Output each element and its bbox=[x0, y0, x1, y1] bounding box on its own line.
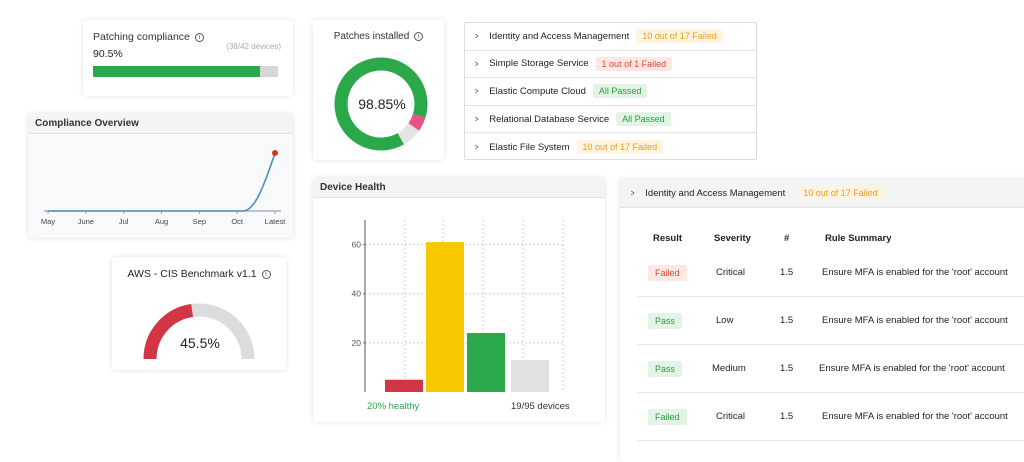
number-cell: 1.5 bbox=[780, 267, 794, 278]
patching-compliance-devices: (38/42 devices) bbox=[226, 42, 281, 51]
service-name: Elastic File System bbox=[489, 141, 570, 153]
chevron-right-icon: > bbox=[630, 188, 635, 198]
donut-slice-pending[interactable] bbox=[397, 122, 420, 145]
compliance-overview-svg: May June Jul Aug Sep Oct Latest bbox=[41, 150, 286, 226]
service-status-badge: All Passed bbox=[616, 112, 671, 127]
result-badge: Pass bbox=[648, 360, 683, 377]
device-health-count: 19/95 devices bbox=[511, 401, 570, 412]
device-health-healthy: 20% healthy bbox=[367, 401, 420, 412]
device-health-title: Device Health bbox=[313, 178, 605, 198]
patching-compliance-percent: 90.5% bbox=[93, 48, 123, 60]
table-row[interactable]: Failed Critical 1.5 Ensure MFA is enabled f… bbox=[637, 393, 1024, 441]
bar[interactable] bbox=[511, 360, 549, 392]
aws-benchmark-card: 45.5% AWS - CIS Benchmark v1.1 i bbox=[112, 257, 286, 370]
compliance-overview-chart: May June Jul Aug Sep Oct Latest bbox=[28, 135, 293, 238]
service-name: Simple Storage Service bbox=[489, 58, 589, 70]
x-tick-label: Latest bbox=[265, 217, 286, 226]
service-name: Relational Database Service bbox=[489, 113, 610, 125]
bar[interactable] bbox=[426, 242, 464, 392]
chevron-right-icon: > bbox=[474, 58, 479, 69]
result-badge: Pass bbox=[648, 312, 683, 329]
series-line bbox=[48, 152, 276, 212]
service-status-badge: 1 out of 1 Failed bbox=[595, 56, 673, 71]
chevron-right-icon: > bbox=[474, 31, 479, 42]
info-icon[interactable]: i bbox=[414, 32, 424, 41]
compliance-overview-title: Compliance Overview bbox=[28, 114, 293, 134]
table-row[interactable]: Failed Critical 1.5 Ensure MFA is enabled f… bbox=[637, 249, 1024, 297]
compliance-overview-card: Compliance Overview May June Jul Aug Sep Oct L… bbox=[28, 114, 293, 238]
result-badge: Failed bbox=[648, 264, 687, 281]
latest-point[interactable] bbox=[272, 150, 278, 156]
service-row[interactable]: > Relational Database Service All Passed bbox=[465, 106, 756, 134]
number-cell: 1.5 bbox=[780, 315, 794, 326]
result-badge: Failed bbox=[648, 408, 687, 425]
chevron-right-icon: > bbox=[474, 86, 479, 97]
summary-cell: Ensure MFA is enabled for the 'root' acc… bbox=[822, 315, 1008, 326]
patches-installed-donut: 98.85% bbox=[334, 57, 428, 151]
chevron-right-icon: > bbox=[474, 142, 479, 153]
service-row[interactable]: > Simple Storage Service 1 out of 1 Failed bbox=[465, 51, 756, 79]
donut-slice-failed[interactable] bbox=[408, 113, 426, 131]
x-tick-label: May bbox=[41, 217, 55, 226]
donut-slice-installed[interactable] bbox=[334, 57, 428, 151]
gauge-value: 45.5% bbox=[180, 335, 220, 351]
number-cell: 1.5 bbox=[780, 411, 794, 422]
service-name: Elastic Compute Cloud bbox=[489, 85, 586, 97]
detail-header[interactable]: > Identity and Access Management 10 out … bbox=[620, 179, 1024, 208]
service-detail-panel: > Identity and Access Management 10 out … bbox=[620, 179, 1024, 462]
service-status-badge: 10 out of 17 Failed bbox=[636, 29, 723, 44]
service-name: Identity and Access Management bbox=[489, 30, 630, 42]
patching-progress-bar bbox=[93, 66, 278, 77]
service-status-badge: All Passed bbox=[592, 84, 648, 99]
severity-cell: Medium bbox=[712, 363, 746, 374]
y-tick-label: 40 bbox=[352, 289, 362, 299]
service-status-badge: 10 out of 17 Failed bbox=[576, 140, 664, 155]
summary-cell: Ensure MFA is enabled for the 'root' acc… bbox=[819, 363, 1005, 374]
patches-installed-card: 98.85% Patches installed i bbox=[313, 20, 444, 160]
x-tick-label: Aug bbox=[155, 217, 168, 226]
device-health-card: Device Health 20 40 60 20% healthy 19/95 d… bbox=[313, 178, 605, 422]
service-row[interactable]: > Identity and Access Management 10 out of… bbox=[465, 23, 756, 51]
info-icon[interactable]: i bbox=[261, 270, 271, 279]
gauge-fill bbox=[143, 304, 194, 360]
column-result: Result bbox=[653, 233, 683, 244]
patching-compliance-title: Patching compliance i bbox=[93, 31, 204, 43]
column-summary: Rule Summary bbox=[825, 233, 892, 244]
x-tick-label: June bbox=[78, 217, 94, 226]
x-tick-label: Sep bbox=[193, 217, 206, 226]
patching-progress-fill bbox=[93, 66, 261, 77]
x-tick-label: Oct bbox=[231, 217, 244, 226]
x-tick-label: Jul bbox=[119, 217, 129, 226]
severity-cell: Critical bbox=[716, 411, 746, 422]
info-icon[interactable]: i bbox=[194, 33, 204, 42]
table-row[interactable]: Pass Low 1.5 Ensure MFA is enabled for the … bbox=[637, 297, 1024, 345]
number-cell: 1.5 bbox=[780, 363, 794, 374]
detail-status-badge: 10 out of 17 Failed bbox=[797, 186, 884, 200]
services-list: > Identity and Access Management 10 out of… bbox=[464, 22, 757, 160]
detail-service-name: Identity and Access Management bbox=[645, 187, 786, 199]
summary-cell: Ensure MFA is enabled for the 'root' acc… bbox=[822, 411, 1008, 422]
service-row[interactable]: > Elastic File System 10 out of 17 Failed bbox=[465, 133, 756, 161]
aws-benchmark-title: AWS - CIS Benchmark v1.1 i bbox=[112, 268, 286, 280]
severity-cell: Low bbox=[716, 315, 734, 326]
table-row[interactable]: Pass Medium 1.5 Ensure MFA is enabled for t… bbox=[637, 345, 1024, 393]
bar[interactable] bbox=[467, 333, 505, 392]
aws-benchmark-gauge: 45.5% bbox=[143, 303, 255, 360]
donut-value: 98.85% bbox=[358, 96, 405, 112]
chevron-right-icon: > bbox=[474, 114, 479, 125]
y-tick-label: 60 bbox=[352, 240, 362, 250]
column-number: # bbox=[784, 233, 790, 244]
summary-cell: Ensure MFA is enabled for the 'root' acc… bbox=[822, 267, 1008, 278]
severity-cell: Critical bbox=[716, 267, 746, 278]
service-row[interactable]: > Elastic Compute Cloud All Passed bbox=[465, 78, 756, 106]
column-severity: Severity bbox=[714, 233, 751, 244]
device-health-chart: 20 40 60 bbox=[352, 220, 565, 392]
bar[interactable] bbox=[385, 379, 423, 392]
y-tick-label: 20 bbox=[352, 338, 362, 348]
patches-installed-title: Patches installed i bbox=[313, 31, 444, 42]
patching-compliance-card: Patching compliance i 90.5% (38/42 device… bbox=[83, 20, 293, 96]
